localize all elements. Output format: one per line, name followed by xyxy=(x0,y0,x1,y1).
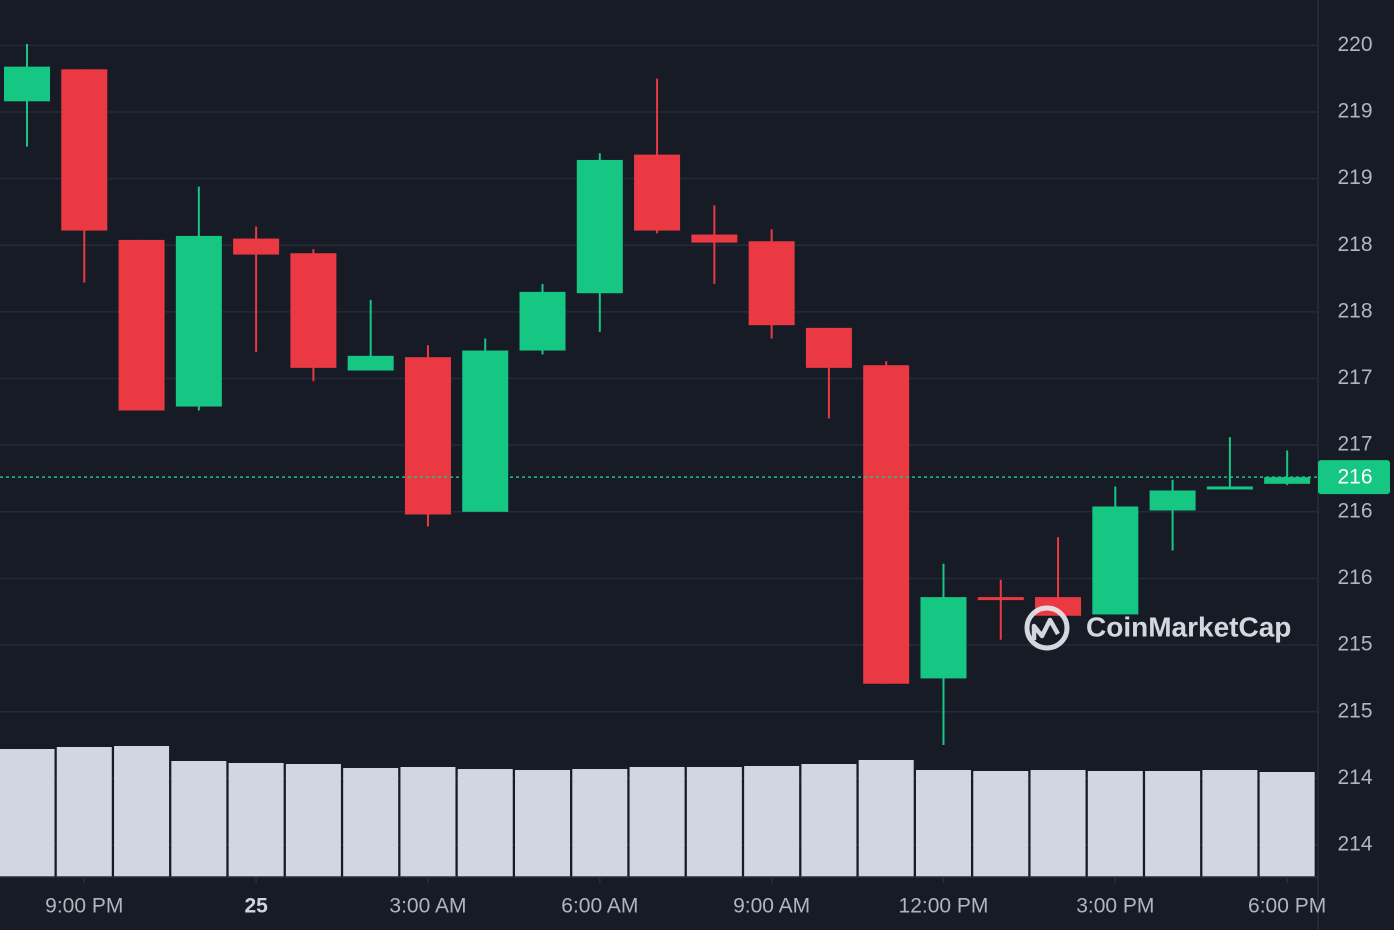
candle-body xyxy=(691,234,738,243)
candle-body xyxy=(519,291,566,351)
volume-bar xyxy=(343,768,399,877)
candle-body xyxy=(748,241,795,326)
candle-body xyxy=(805,327,852,368)
y-tick-label: 214 xyxy=(1337,766,1372,789)
volume-bar xyxy=(572,769,628,877)
candle-body xyxy=(634,154,681,231)
candle-body xyxy=(1035,597,1082,616)
y-tick-label: 217 xyxy=(1337,433,1372,456)
y-tick-label: 215 xyxy=(1337,699,1372,722)
x-tick-label: 12:00 PM xyxy=(899,895,989,918)
volume-bar xyxy=(400,767,456,877)
volume-bar xyxy=(515,770,571,877)
candle-body xyxy=(290,253,337,368)
candle-body xyxy=(576,159,623,294)
y-tick-label: 219 xyxy=(1337,100,1372,123)
volume-bar xyxy=(1202,770,1258,877)
volume-bar xyxy=(1030,770,1086,877)
volume-bar xyxy=(457,769,513,877)
last-price-box xyxy=(1318,460,1390,495)
candle-body xyxy=(863,365,910,684)
x-tick-label: 6:00 AM xyxy=(561,895,638,918)
candle-body xyxy=(462,350,509,512)
y-tick-label: 218 xyxy=(1337,299,1372,322)
candle-body xyxy=(347,355,394,371)
volume-bar xyxy=(171,761,227,877)
candle-body xyxy=(118,239,165,411)
candle-body xyxy=(1092,506,1139,615)
volume-bar xyxy=(629,767,685,877)
volume-bar xyxy=(228,763,284,877)
candle-body xyxy=(61,69,108,231)
volume-bar xyxy=(915,770,971,877)
y-tick-label: 218 xyxy=(1337,233,1372,256)
volume-bar xyxy=(744,766,800,877)
x-tick-label: 9:00 PM xyxy=(45,895,123,918)
volume-bar xyxy=(1145,771,1201,877)
watermark: CoinMarketCap xyxy=(1024,605,1291,651)
candle-body xyxy=(233,238,280,255)
volume-bar xyxy=(801,764,857,877)
watermark-text: CoinMarketCap xyxy=(1086,611,1291,642)
candle-body xyxy=(4,66,50,102)
x-tick-label: 3:00 AM xyxy=(389,895,466,918)
y-tick-label: 216 xyxy=(1337,499,1372,522)
volume-bar xyxy=(56,747,112,877)
candle-body xyxy=(404,357,451,515)
x-tick-label: 6:00 PM xyxy=(1248,895,1326,918)
overlay: 220 219 219 218 218 217 217 216 216 215 215 214 214 9… xyxy=(0,33,1390,918)
candle-body xyxy=(977,597,1024,601)
x-tick-label: 25 xyxy=(244,895,268,918)
y-tick-label: 220 xyxy=(1337,33,1372,56)
last-price-label: 216 xyxy=(1337,466,1372,489)
candles xyxy=(4,43,1311,746)
volume-bar xyxy=(973,771,1029,877)
candle-body xyxy=(1206,486,1253,490)
volume-bar xyxy=(1259,772,1315,877)
volume-bar xyxy=(285,764,341,877)
y-tick-label: 219 xyxy=(1337,166,1372,189)
logo-mark xyxy=(1031,617,1060,640)
y-tick-label: 217 xyxy=(1337,366,1372,389)
volume-bar xyxy=(114,746,170,877)
logo xyxy=(1024,605,1070,651)
volume-bar xyxy=(686,767,742,877)
candle-body xyxy=(1149,490,1196,511)
y-tick-label: 214 xyxy=(1337,833,1372,856)
x-tick-label: 3:00 PM xyxy=(1076,895,1154,918)
y-tick-label: 216 xyxy=(1337,566,1372,589)
volume-bar xyxy=(858,760,914,877)
y-tick-label: 215 xyxy=(1337,633,1372,656)
candle-body xyxy=(175,235,222,407)
volume xyxy=(0,746,1315,877)
x-tick-label: 9:00 AM xyxy=(733,895,810,918)
volume-bar xyxy=(0,749,55,877)
candle-body xyxy=(920,597,967,679)
candle-body xyxy=(1264,477,1311,484)
volume-bar xyxy=(1087,771,1143,877)
